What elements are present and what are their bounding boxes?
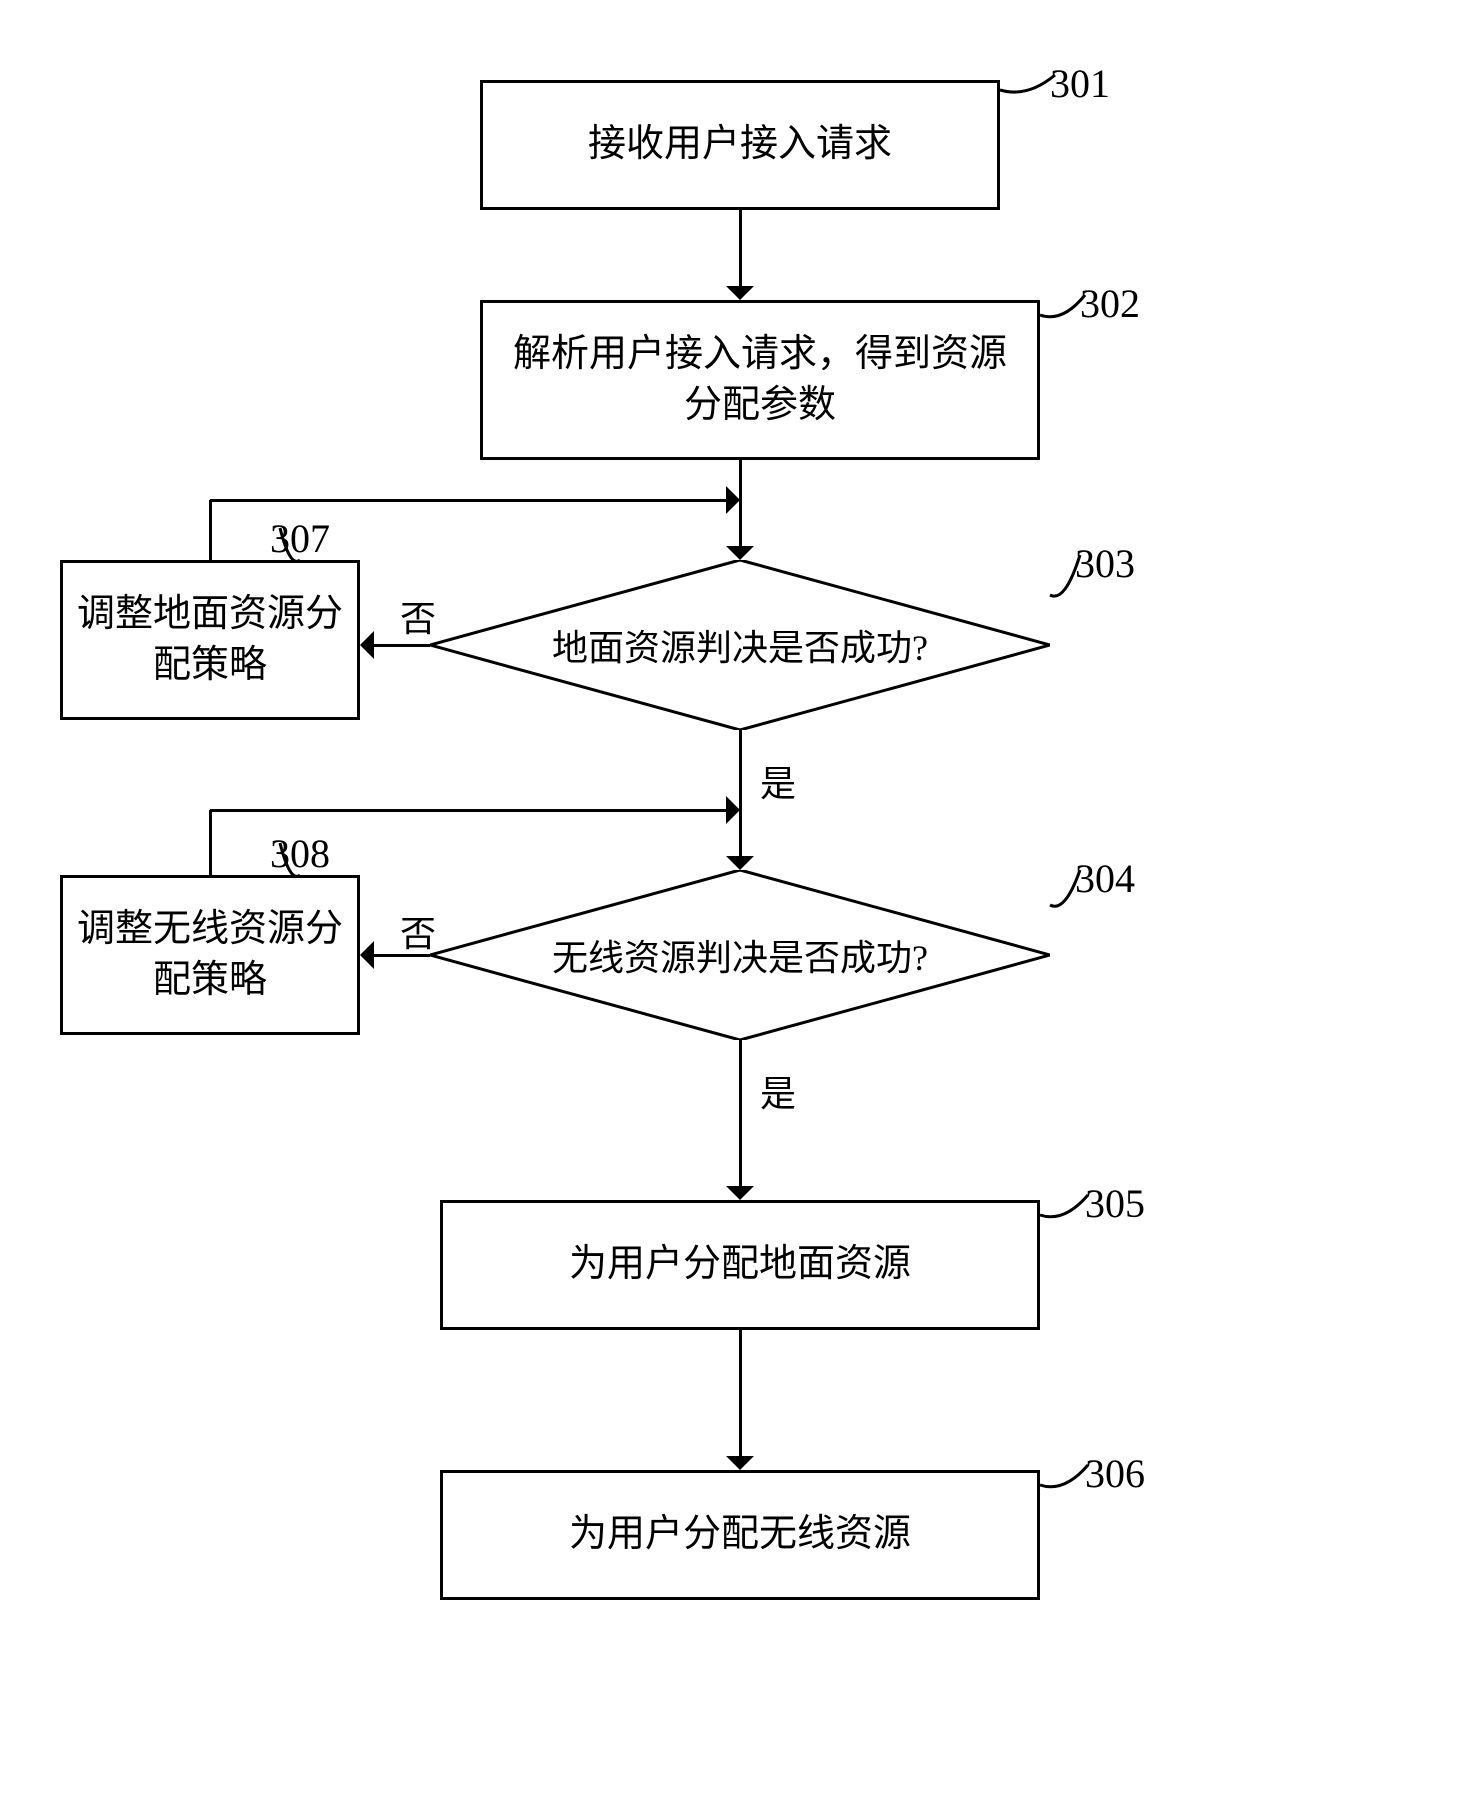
- process-n307: 调整地面资源分配策略: [60, 560, 360, 720]
- decision-n303: 地面资源判决是否成功?: [430, 560, 1050, 730]
- process-n302: 解析用户接入请求，得到资源分配参数: [480, 300, 1040, 460]
- process-n308: 调整无线资源分配策略: [60, 875, 360, 1035]
- branch-label-no1: 否: [400, 590, 436, 642]
- decision-n304: 无线资源判决是否成功?: [430, 870, 1050, 1040]
- process-n305: 为用户分配地面资源: [440, 1200, 1040, 1330]
- step-label-305: 305: [1085, 1180, 1145, 1227]
- branch-label-no2: 否: [400, 905, 436, 957]
- branch-label-yes2: 是: [760, 1065, 796, 1117]
- flowchart-canvas: 接收用户接入请求解析用户接入请求，得到资源分配参数为用户分配地面资源为用户分配无…: [0, 0, 1484, 1802]
- process-n306: 为用户分配无线资源: [440, 1470, 1040, 1600]
- process-n301: 接收用户接入请求: [480, 80, 1000, 210]
- branch-label-yes1: 是: [760, 755, 796, 807]
- step-label-306: 306: [1085, 1450, 1145, 1497]
